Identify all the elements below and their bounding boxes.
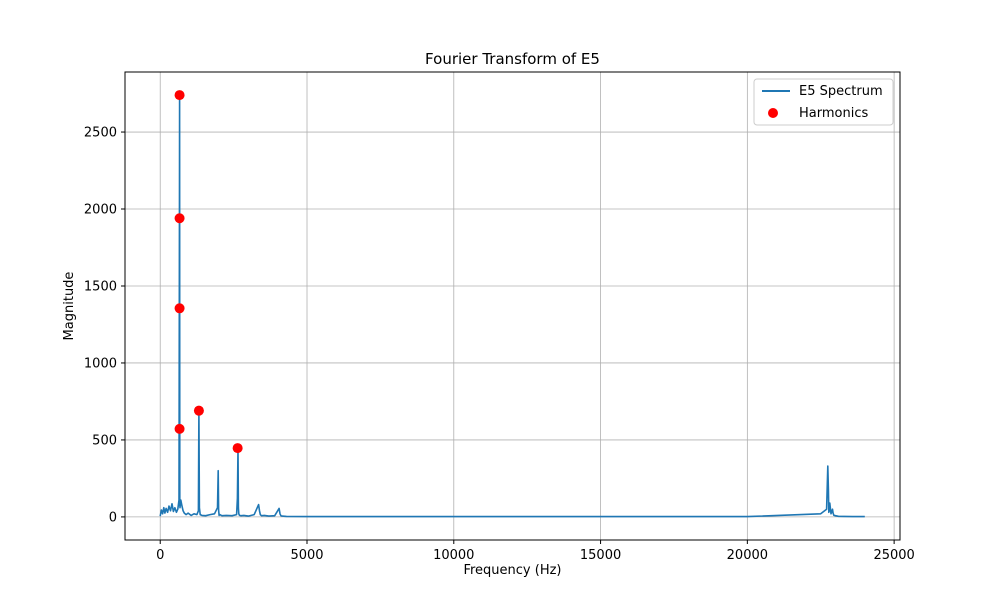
harmonic-point (174, 213, 185, 224)
harmonic-point (174, 90, 185, 101)
grid-lines (125, 72, 900, 540)
plot-frame (124, 71, 901, 541)
legend-entry-harmonics: Harmonics (799, 106, 868, 121)
y-tick-label: 500 (92, 433, 117, 448)
x-tick-label: 5000 (290, 548, 323, 563)
y-tick-label: 2500 (84, 126, 117, 141)
legend: E5 Spectrum Harmonics (753, 78, 894, 126)
spectrum-line (159, 94, 865, 518)
harmonic-point (174, 303, 185, 314)
x-axis-label: Frequency (Hz) (463, 563, 561, 578)
x-tick-label: 25000 (873, 548, 914, 563)
chart-title: Fourier Transform of E5 (425, 50, 600, 68)
x-tick-label: 10000 (433, 548, 474, 563)
y-tick-label: 1000 (84, 356, 117, 371)
x-tick-label: 20000 (727, 548, 768, 563)
y-axis-label: Magnitude (62, 272, 77, 341)
y-tick-label: 1500 (84, 279, 117, 294)
plot-series (159, 90, 865, 518)
y-tick-label: 0 (109, 510, 117, 525)
legend-dot-marker (768, 108, 778, 118)
x-axis-ticks: 0 5000 10000 15000 20000 25000 (156, 540, 915, 563)
y-tick-label: 2000 (84, 203, 117, 218)
harmonic-point (193, 405, 204, 416)
harmonic-point (232, 443, 243, 454)
x-tick-label: 0 (156, 548, 164, 563)
x-tick-label: 15000 (580, 548, 621, 563)
legend-entry-spectrum: E5 Spectrum (799, 84, 883, 99)
y-axis-ticks: 0 500 1000 1500 2000 2500 (84, 126, 125, 525)
harmonic-point (174, 423, 185, 434)
